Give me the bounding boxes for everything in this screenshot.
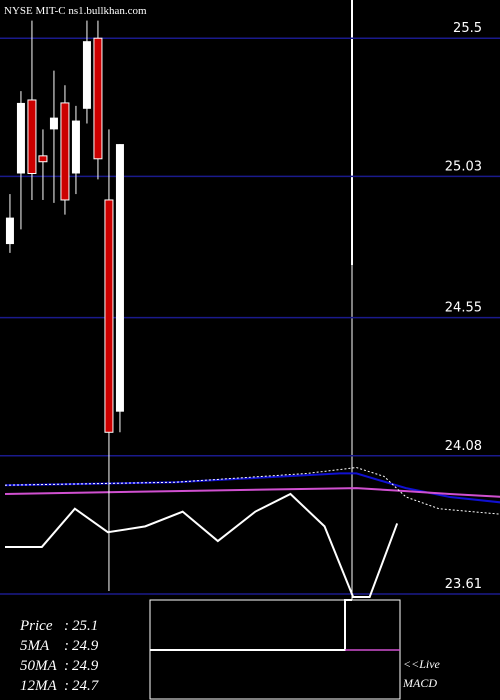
- candle-body: [93, 37, 103, 160]
- info-row: 12MA:24.7: [20, 678, 100, 694]
- live-label: <<Live: [403, 657, 441, 671]
- candle-body: [16, 102, 25, 174]
- candle-body: [38, 155, 48, 163]
- y-tick-label: 24.55: [445, 301, 482, 316]
- indicator-line: [4, 487, 500, 498]
- y-tick-label: 25.5: [453, 21, 482, 36]
- y-tick-label: 23.61: [445, 577, 482, 592]
- info-row: 50MA:24.9: [20, 658, 99, 674]
- info-row: 5MA:24.9: [20, 638, 99, 654]
- candle-body: [82, 41, 91, 109]
- candle-body: [71, 120, 80, 174]
- info-value: 24.7: [72, 678, 100, 694]
- info-label: 50MA: [20, 658, 57, 674]
- y-tick-label: 25.03: [445, 159, 482, 174]
- chart-title: NYSE MIT-C ns1.bullkhan.com: [4, 5, 147, 17]
- info-value: 24.9: [72, 638, 99, 654]
- candle-body: [115, 144, 124, 412]
- macd-line: [150, 599, 352, 651]
- info-label: Price: [19, 618, 53, 634]
- candle-body: [27, 99, 37, 174]
- info-value: 25.1: [72, 618, 98, 634]
- macd-label: MACD: [402, 676, 437, 690]
- info-separator: :: [64, 638, 69, 654]
- indicator-line: [5, 492, 399, 598]
- candle-body: [104, 199, 114, 433]
- indicator-line: [4, 467, 500, 515]
- candle-body: [5, 217, 14, 245]
- info-label: 5MA: [20, 638, 50, 654]
- candle-body: [49, 117, 58, 130]
- info-label: 12MA: [20, 678, 57, 694]
- info-separator: :: [64, 658, 69, 674]
- info-separator: :: [64, 618, 69, 634]
- info-value: 24.9: [72, 658, 99, 674]
- y-tick-label: 24.08: [445, 439, 482, 454]
- candle-body: [60, 102, 70, 201]
- info-separator: :: [64, 678, 69, 694]
- info-row: Price:25.1: [19, 618, 98, 634]
